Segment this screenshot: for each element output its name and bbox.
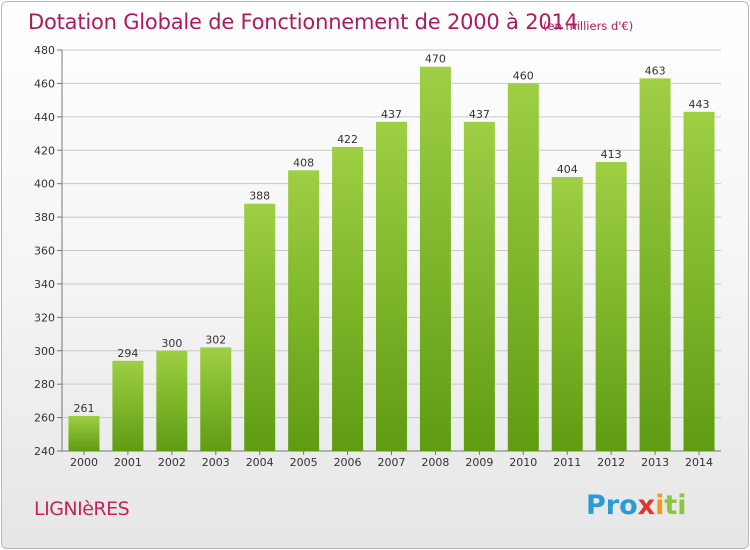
proxiti-logo: Proxiti bbox=[586, 490, 687, 521]
commune-name: LIGNIèRES bbox=[34, 498, 130, 520]
y-tick-label: 380 bbox=[34, 211, 55, 224]
y-tick-label: 300 bbox=[34, 345, 55, 358]
bar-value-label: 300 bbox=[161, 337, 182, 350]
x-tick-label: 2001 bbox=[114, 456, 142, 469]
y-tick-label: 240 bbox=[34, 445, 55, 458]
x-tick-label: 2004 bbox=[246, 456, 274, 469]
logo-part-4: ti bbox=[664, 490, 687, 521]
labels: 240 260 280 300 320 340 360 380 400 420 440 460 480 2… bbox=[34, 44, 713, 469]
x-tick-label: 2010 bbox=[509, 456, 537, 469]
y-tick-label: 320 bbox=[34, 311, 55, 324]
x-tick-label: 2003 bbox=[202, 456, 230, 469]
y-tick-label: 260 bbox=[34, 412, 55, 425]
bar bbox=[244, 203, 276, 451]
bar-value-label: 302 bbox=[205, 333, 226, 346]
bar bbox=[551, 176, 583, 451]
bar-value-label: 463 bbox=[645, 64, 666, 77]
bar-value-label: 261 bbox=[73, 402, 94, 415]
y-tick-label: 460 bbox=[34, 77, 55, 90]
bar bbox=[683, 111, 715, 451]
bar bbox=[376, 121, 407, 452]
y-tick-label: 280 bbox=[34, 378, 55, 391]
bar bbox=[68, 415, 100, 451]
bar bbox=[595, 161, 627, 451]
x-tick-label: 2002 bbox=[158, 456, 186, 469]
bar bbox=[156, 350, 188, 451]
x-tick-label: 2011 bbox=[553, 456, 581, 469]
bar-value-label: 413 bbox=[601, 148, 622, 161]
logo-part-2: x bbox=[637, 490, 656, 521]
x-tick-label: 2005 bbox=[290, 456, 318, 469]
bar-value-label: 443 bbox=[689, 98, 710, 111]
x-tick-label: 2009 bbox=[465, 456, 493, 469]
bar-value-label: 437 bbox=[381, 108, 402, 121]
bars bbox=[68, 66, 715, 452]
y-tick-label: 480 bbox=[34, 44, 55, 57]
bar bbox=[288, 170, 320, 452]
y-tick-label: 420 bbox=[34, 144, 55, 157]
bar bbox=[639, 78, 671, 451]
bar-value-label: 404 bbox=[557, 163, 578, 176]
y-tick-label: 360 bbox=[34, 245, 55, 258]
bar bbox=[419, 66, 451, 451]
bar bbox=[507, 83, 539, 452]
logo-part-1: Pro bbox=[586, 490, 638, 521]
y-tick-label: 340 bbox=[34, 278, 55, 291]
x-tick-label: 2014 bbox=[685, 456, 713, 469]
bar bbox=[112, 360, 144, 451]
logo-part-3: i bbox=[655, 490, 665, 521]
unit-note: (en milliers d'€) bbox=[543, 19, 634, 33]
bar-value-label: 408 bbox=[293, 156, 314, 169]
bar bbox=[200, 347, 232, 451]
bar-value-label: 422 bbox=[337, 133, 358, 146]
bar-value-label: 437 bbox=[469, 108, 490, 121]
y-tick-label: 400 bbox=[34, 178, 55, 191]
bar-value-label: 388 bbox=[249, 190, 270, 203]
x-tick-label: 2012 bbox=[597, 456, 625, 469]
y-tick-label: 440 bbox=[34, 111, 55, 124]
x-tick-label: 2006 bbox=[334, 456, 362, 469]
chart-title: Dotation Globale de Fonctionnement de 20… bbox=[28, 10, 578, 34]
x-tick-label: 2008 bbox=[421, 456, 449, 469]
x-tick-label: 2013 bbox=[641, 456, 669, 469]
bar-value-label: 470 bbox=[425, 53, 446, 66]
bar-value-label: 294 bbox=[117, 347, 138, 360]
x-tick-label: 2007 bbox=[378, 456, 406, 469]
bar bbox=[463, 121, 495, 452]
bar bbox=[332, 146, 364, 452]
x-tick-label: 2000 bbox=[70, 456, 98, 469]
bar-value-label: 460 bbox=[513, 69, 534, 82]
